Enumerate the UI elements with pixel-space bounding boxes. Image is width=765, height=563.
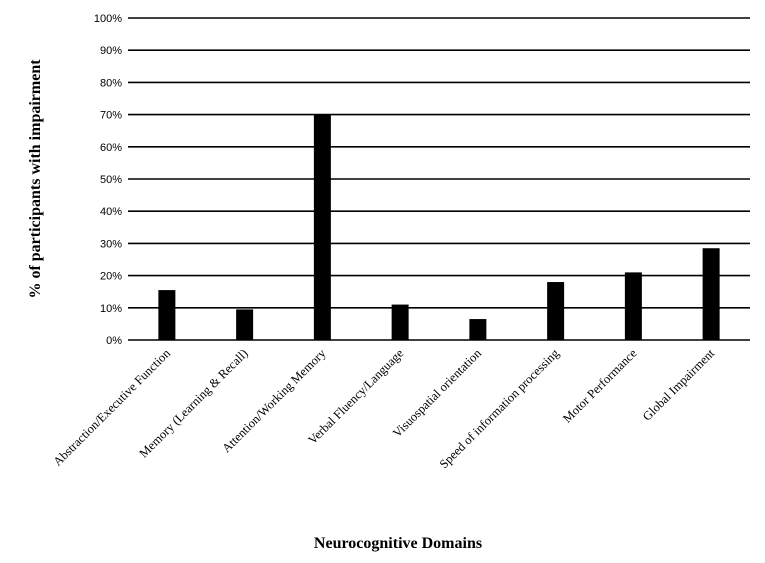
y-tick-label: 60% (100, 142, 122, 154)
y-tick-label: 100% (94, 13, 122, 25)
bar (158, 290, 176, 340)
bar (236, 309, 254, 340)
bar (391, 304, 409, 340)
bars (158, 114, 720, 340)
y-axis-title: % of participants with impairment (27, 59, 44, 299)
y-tick-label: 0% (106, 335, 122, 347)
y-tick-label: 20% (100, 271, 122, 283)
x-category-label: Motor Performance (560, 346, 640, 426)
y-tick-label: 90% (100, 45, 122, 57)
y-tick-label: 80% (100, 77, 122, 89)
x-category-label: Visuospatial orientation (390, 346, 485, 441)
bar (702, 248, 720, 340)
bar (624, 272, 642, 340)
bar (313, 114, 331, 340)
x-axis-title: Neurocognitive Domains (314, 535, 482, 552)
y-tick-label: 50% (100, 174, 122, 186)
bar (547, 282, 565, 340)
x-category-label: Global Impairment (640, 346, 718, 424)
grid-lines (128, 17, 750, 341)
y-axis-ticks: 0% 10% 20% 30% 40% 50% 60% 70% 80% 90% 100% (94, 13, 122, 347)
y-tick-label: 40% (100, 206, 122, 218)
y-tick-label: 30% (100, 238, 122, 250)
bar (469, 319, 487, 340)
y-tick-label: 10% (100, 303, 122, 315)
y-tick-label: 70% (100, 110, 122, 122)
